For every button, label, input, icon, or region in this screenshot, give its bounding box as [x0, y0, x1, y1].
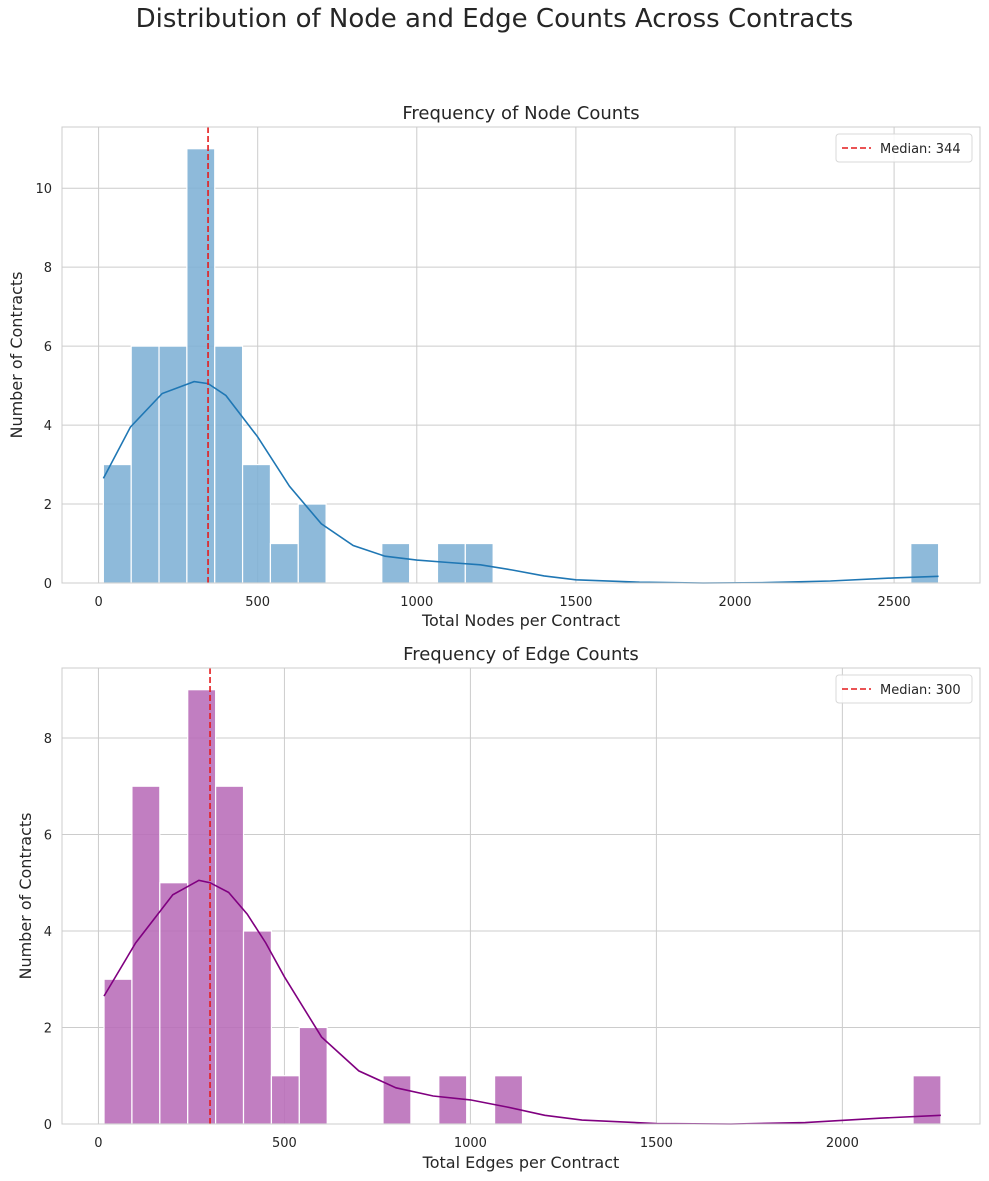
nodes-bar [158, 345, 188, 584]
edges-x-tick-label: 2000 [826, 1136, 859, 1151]
edges-x-tick-label: 1000 [454, 1136, 487, 1151]
nodes-bar [269, 542, 299, 584]
edges-y-tick-label: 2 [44, 1021, 52, 1036]
nodes-bar [130, 345, 160, 584]
nodes-x-axis-label: Total Nodes per Contract [421, 611, 620, 630]
nodes-chart: 0 500 1000 1500 2000 2500 0 2 4 6 8 10 Frequency of … [7, 103, 981, 630]
edges-legend-box [835, 674, 973, 704]
nodes-x-tick-label: 1500 [559, 595, 592, 610]
nodes-y-tick-label: 4 [44, 419, 52, 434]
nodes-bar [241, 463, 272, 584]
nodes-bar [214, 345, 244, 584]
edges-y-tick-label: 6 [44, 828, 52, 843]
nodes-x-tick-label: 0 [94, 595, 102, 610]
edges-y-tick-label: 0 [44, 1118, 52, 1133]
edges-chart-title: Frequency of Edge Counts [403, 644, 639, 665]
edges-bar [270, 1075, 300, 1125]
nodes-bar [297, 503, 327, 584]
nodes-y-tick-label: 2 [44, 498, 52, 513]
nodes-y-tick-label: 8 [44, 261, 52, 276]
nodes-bar [186, 148, 216, 584]
nodes-bar [102, 463, 132, 584]
nodes-bar [464, 542, 494, 584]
edges-bar [215, 785, 245, 1125]
edges-axes-frame [61, 667, 981, 1125]
nodes-y-tick-label: 6 [44, 340, 52, 355]
nodes-y-tick-label: 0 [44, 577, 52, 592]
edges-bar [493, 1075, 524, 1125]
edges-bar [131, 785, 161, 1125]
edges-x-tick-label: 0 [94, 1136, 102, 1151]
edges-x-axis-label: Total Edges per Contract [422, 1153, 620, 1172]
nodes-axes-frame [61, 126, 981, 584]
edges-y-tick-label: 8 [44, 732, 52, 747]
nodes-x-tick-label: 2500 [878, 595, 911, 610]
edges-bar [187, 689, 217, 1125]
nodes-y-axis-label: Number of Contracts [7, 271, 26, 438]
edges-y-tick-label: 4 [44, 925, 52, 940]
edges-bar [242, 930, 273, 1125]
figure-title: Distribution of Node and Edge Counts Acr… [135, 4, 854, 34]
edges-x-tick-label: 1500 [640, 1136, 673, 1151]
nodes-bar [381, 542, 411, 584]
edges-y-axis-label: Number of Contracts [16, 812, 35, 979]
nodes-chart-title: Frequency of Node Counts [402, 103, 639, 124]
nodes-legend-box [835, 133, 973, 163]
edges-bar [159, 882, 189, 1125]
nodes-x-tick-label: 500 [245, 595, 270, 610]
nodes-x-tick-label: 2000 [718, 595, 751, 610]
nodes-legend-label: Median: 344 [880, 142, 961, 157]
nodes-y-tick-label: 10 [35, 182, 52, 197]
edges-bar [298, 1026, 328, 1125]
nodes-x-tick-label: 1000 [400, 595, 433, 610]
edges-bar [103, 978, 133, 1125]
edges-legend-label: Median: 300 [880, 683, 961, 698]
edges-x-tick-label: 500 [272, 1136, 297, 1151]
edges-chart: 0 500 1000 1500 2000 0 2 4 6 8 Frequency of Edge C… [16, 644, 981, 1172]
